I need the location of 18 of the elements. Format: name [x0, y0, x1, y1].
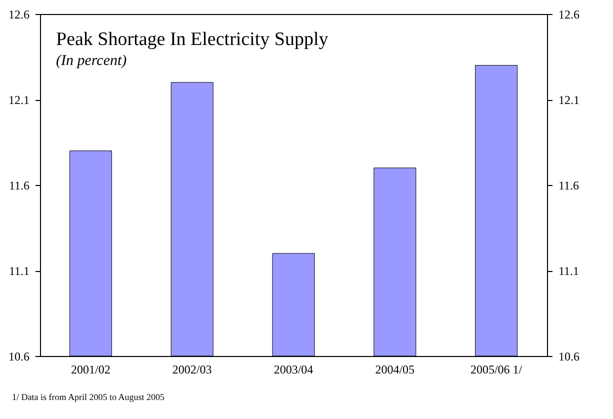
y2-tick-label: 11.6: [558, 178, 580, 192]
x-tick-label: 2001/02: [71, 362, 110, 376]
y2-tick-label: 10.6: [558, 350, 580, 364]
text: Peak Shortage In Electricity Supply: [56, 29, 329, 50]
text: (In percent): [56, 53, 127, 69]
y2-tick-label: 11.1: [558, 264, 580, 278]
y-tick-label: 11.1: [8, 264, 30, 278]
y-tick-label: 11.6: [8, 178, 30, 192]
text: 1/ Data is from April 2005 to August 2005: [12, 392, 164, 402]
y-tick-label: 12.6: [8, 8, 30, 22]
x-tick-label: 2005/06 1/: [470, 362, 523, 376]
y-tick-label: 12.1: [8, 93, 30, 107]
y-tick-label: 10.6: [8, 350, 30, 364]
x-tick-label: 2003/04: [274, 362, 314, 376]
x-tick-label: 2002/03: [172, 362, 212, 376]
y2-tick-label: 12.6: [558, 8, 580, 22]
x-tick-label: 2004/05: [375, 362, 415, 376]
y2-tick-label: 12.1: [558, 93, 580, 107]
